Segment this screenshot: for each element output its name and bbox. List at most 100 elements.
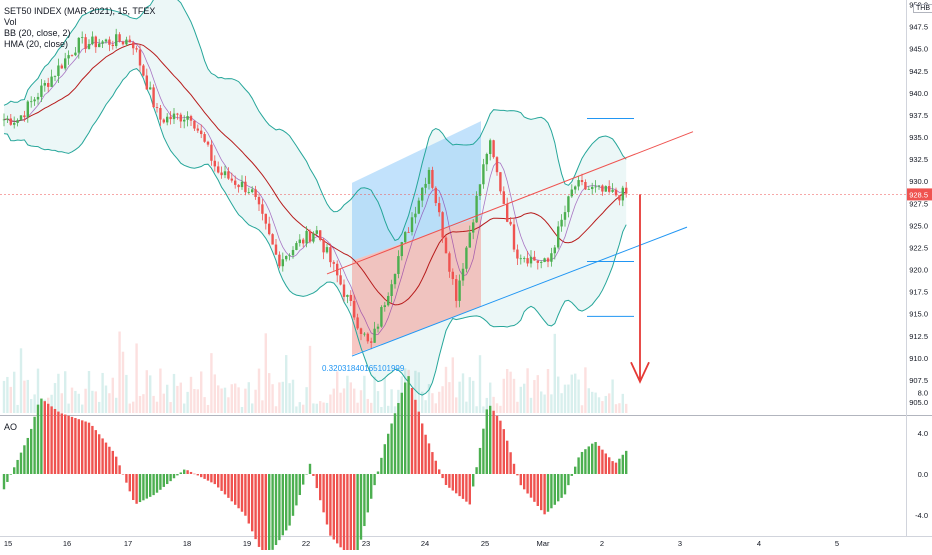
candle-body xyxy=(526,258,529,264)
ao-bar xyxy=(149,474,152,497)
ao-bar xyxy=(64,414,67,474)
ao-bar xyxy=(543,474,546,515)
volume-bar xyxy=(132,401,135,413)
candle-body xyxy=(512,224,516,250)
ao-bar xyxy=(179,472,182,474)
candle-body xyxy=(366,333,369,342)
ao-bar xyxy=(312,474,315,476)
volume-bar xyxy=(506,369,509,413)
ao-bar xyxy=(540,474,543,511)
ao-bar xyxy=(618,458,621,474)
candle-body xyxy=(33,99,36,102)
candle-body xyxy=(196,128,199,131)
ao-bar xyxy=(410,387,414,474)
ao-bar xyxy=(128,474,131,492)
ao-bar xyxy=(159,474,162,490)
volume-bar xyxy=(546,369,550,413)
candle-body xyxy=(64,58,67,69)
ao-bar xyxy=(383,444,386,474)
volume-bar xyxy=(9,386,12,413)
legend-vol[interactable]: Vol xyxy=(4,17,17,27)
candle-body xyxy=(30,101,33,103)
candle-body xyxy=(312,233,315,242)
ao-bar xyxy=(60,413,63,474)
volume-bar xyxy=(560,393,563,413)
ao-bar xyxy=(189,471,193,474)
volume-bar xyxy=(91,390,94,413)
candle-body xyxy=(427,169,431,184)
candle-body xyxy=(288,255,291,257)
candle-body xyxy=(489,140,492,155)
ao-bar xyxy=(104,442,108,474)
ao-bar xyxy=(356,474,359,554)
candle-body xyxy=(604,186,607,192)
volume-bar xyxy=(499,405,502,413)
ao-bar xyxy=(597,445,601,474)
volume-bar xyxy=(135,343,138,413)
volume-bar xyxy=(332,388,335,413)
ao-bar xyxy=(230,474,233,502)
ao-bar xyxy=(210,474,213,483)
candle-body xyxy=(329,247,332,263)
volume-bar xyxy=(108,393,111,413)
x-tick-label: Mar xyxy=(537,539,550,548)
x-tick-label: 15 xyxy=(4,539,12,548)
currency-badge[interactable]: THB xyxy=(913,4,932,13)
bb-fill xyxy=(4,0,627,396)
y-tick-label: 937.5 xyxy=(909,111,928,120)
volume-bar xyxy=(478,355,482,413)
legend-bb[interactable]: BB (20, close, 2) xyxy=(4,28,71,38)
ao-bar xyxy=(485,409,488,474)
x-tick-label: 24 xyxy=(421,539,429,548)
volume-bar xyxy=(540,391,543,413)
ao-bar xyxy=(142,474,145,501)
ao-bar xyxy=(33,416,36,474)
candle-body xyxy=(373,328,376,343)
candle-body xyxy=(444,237,448,254)
candle-body xyxy=(540,262,543,263)
legend-symbol[interactable]: SET50 INDEX (MAR 2021), 15, TFEX xyxy=(4,6,156,16)
candle-body xyxy=(183,119,186,122)
volume-bar xyxy=(611,379,614,413)
candle-body xyxy=(546,258,550,262)
candle-body xyxy=(485,154,488,165)
volume-bar xyxy=(98,401,101,413)
trendline-red xyxy=(326,131,694,275)
candle-body xyxy=(26,101,29,118)
volume-bar xyxy=(604,395,607,413)
candle-body xyxy=(268,223,271,235)
volume-bar xyxy=(621,393,624,413)
candle-body xyxy=(155,107,159,109)
ao-bar xyxy=(240,474,244,512)
volume-bar xyxy=(601,401,604,413)
ao-bar xyxy=(400,392,403,474)
volume-bar xyxy=(614,404,618,413)
ao-bar xyxy=(9,474,12,475)
ao-bar xyxy=(244,474,247,516)
candle-body xyxy=(591,186,594,190)
x-tick-label: 19 xyxy=(243,539,251,548)
volume-bar xyxy=(376,391,380,413)
candle-body xyxy=(557,226,560,248)
volume-bar xyxy=(186,391,189,413)
legend-hma[interactable]: HMA (20, close) xyxy=(4,39,69,49)
volume-bar xyxy=(618,403,621,413)
candle-body xyxy=(438,203,441,213)
candle-body xyxy=(149,87,152,90)
ao-bar xyxy=(13,467,16,474)
volume-bar xyxy=(359,390,363,413)
ao-bar xyxy=(458,474,461,497)
ao-bar xyxy=(591,443,594,474)
candle-body xyxy=(200,130,203,135)
ao-bar xyxy=(349,474,352,555)
candle-body xyxy=(274,244,278,255)
volume-bar xyxy=(2,380,6,413)
candle-body xyxy=(478,184,482,196)
volume-bar xyxy=(285,355,288,413)
ao-bar xyxy=(417,411,420,474)
candle-body xyxy=(482,164,485,185)
candle-body xyxy=(50,76,53,87)
ao-label[interactable]: AO xyxy=(4,422,18,432)
